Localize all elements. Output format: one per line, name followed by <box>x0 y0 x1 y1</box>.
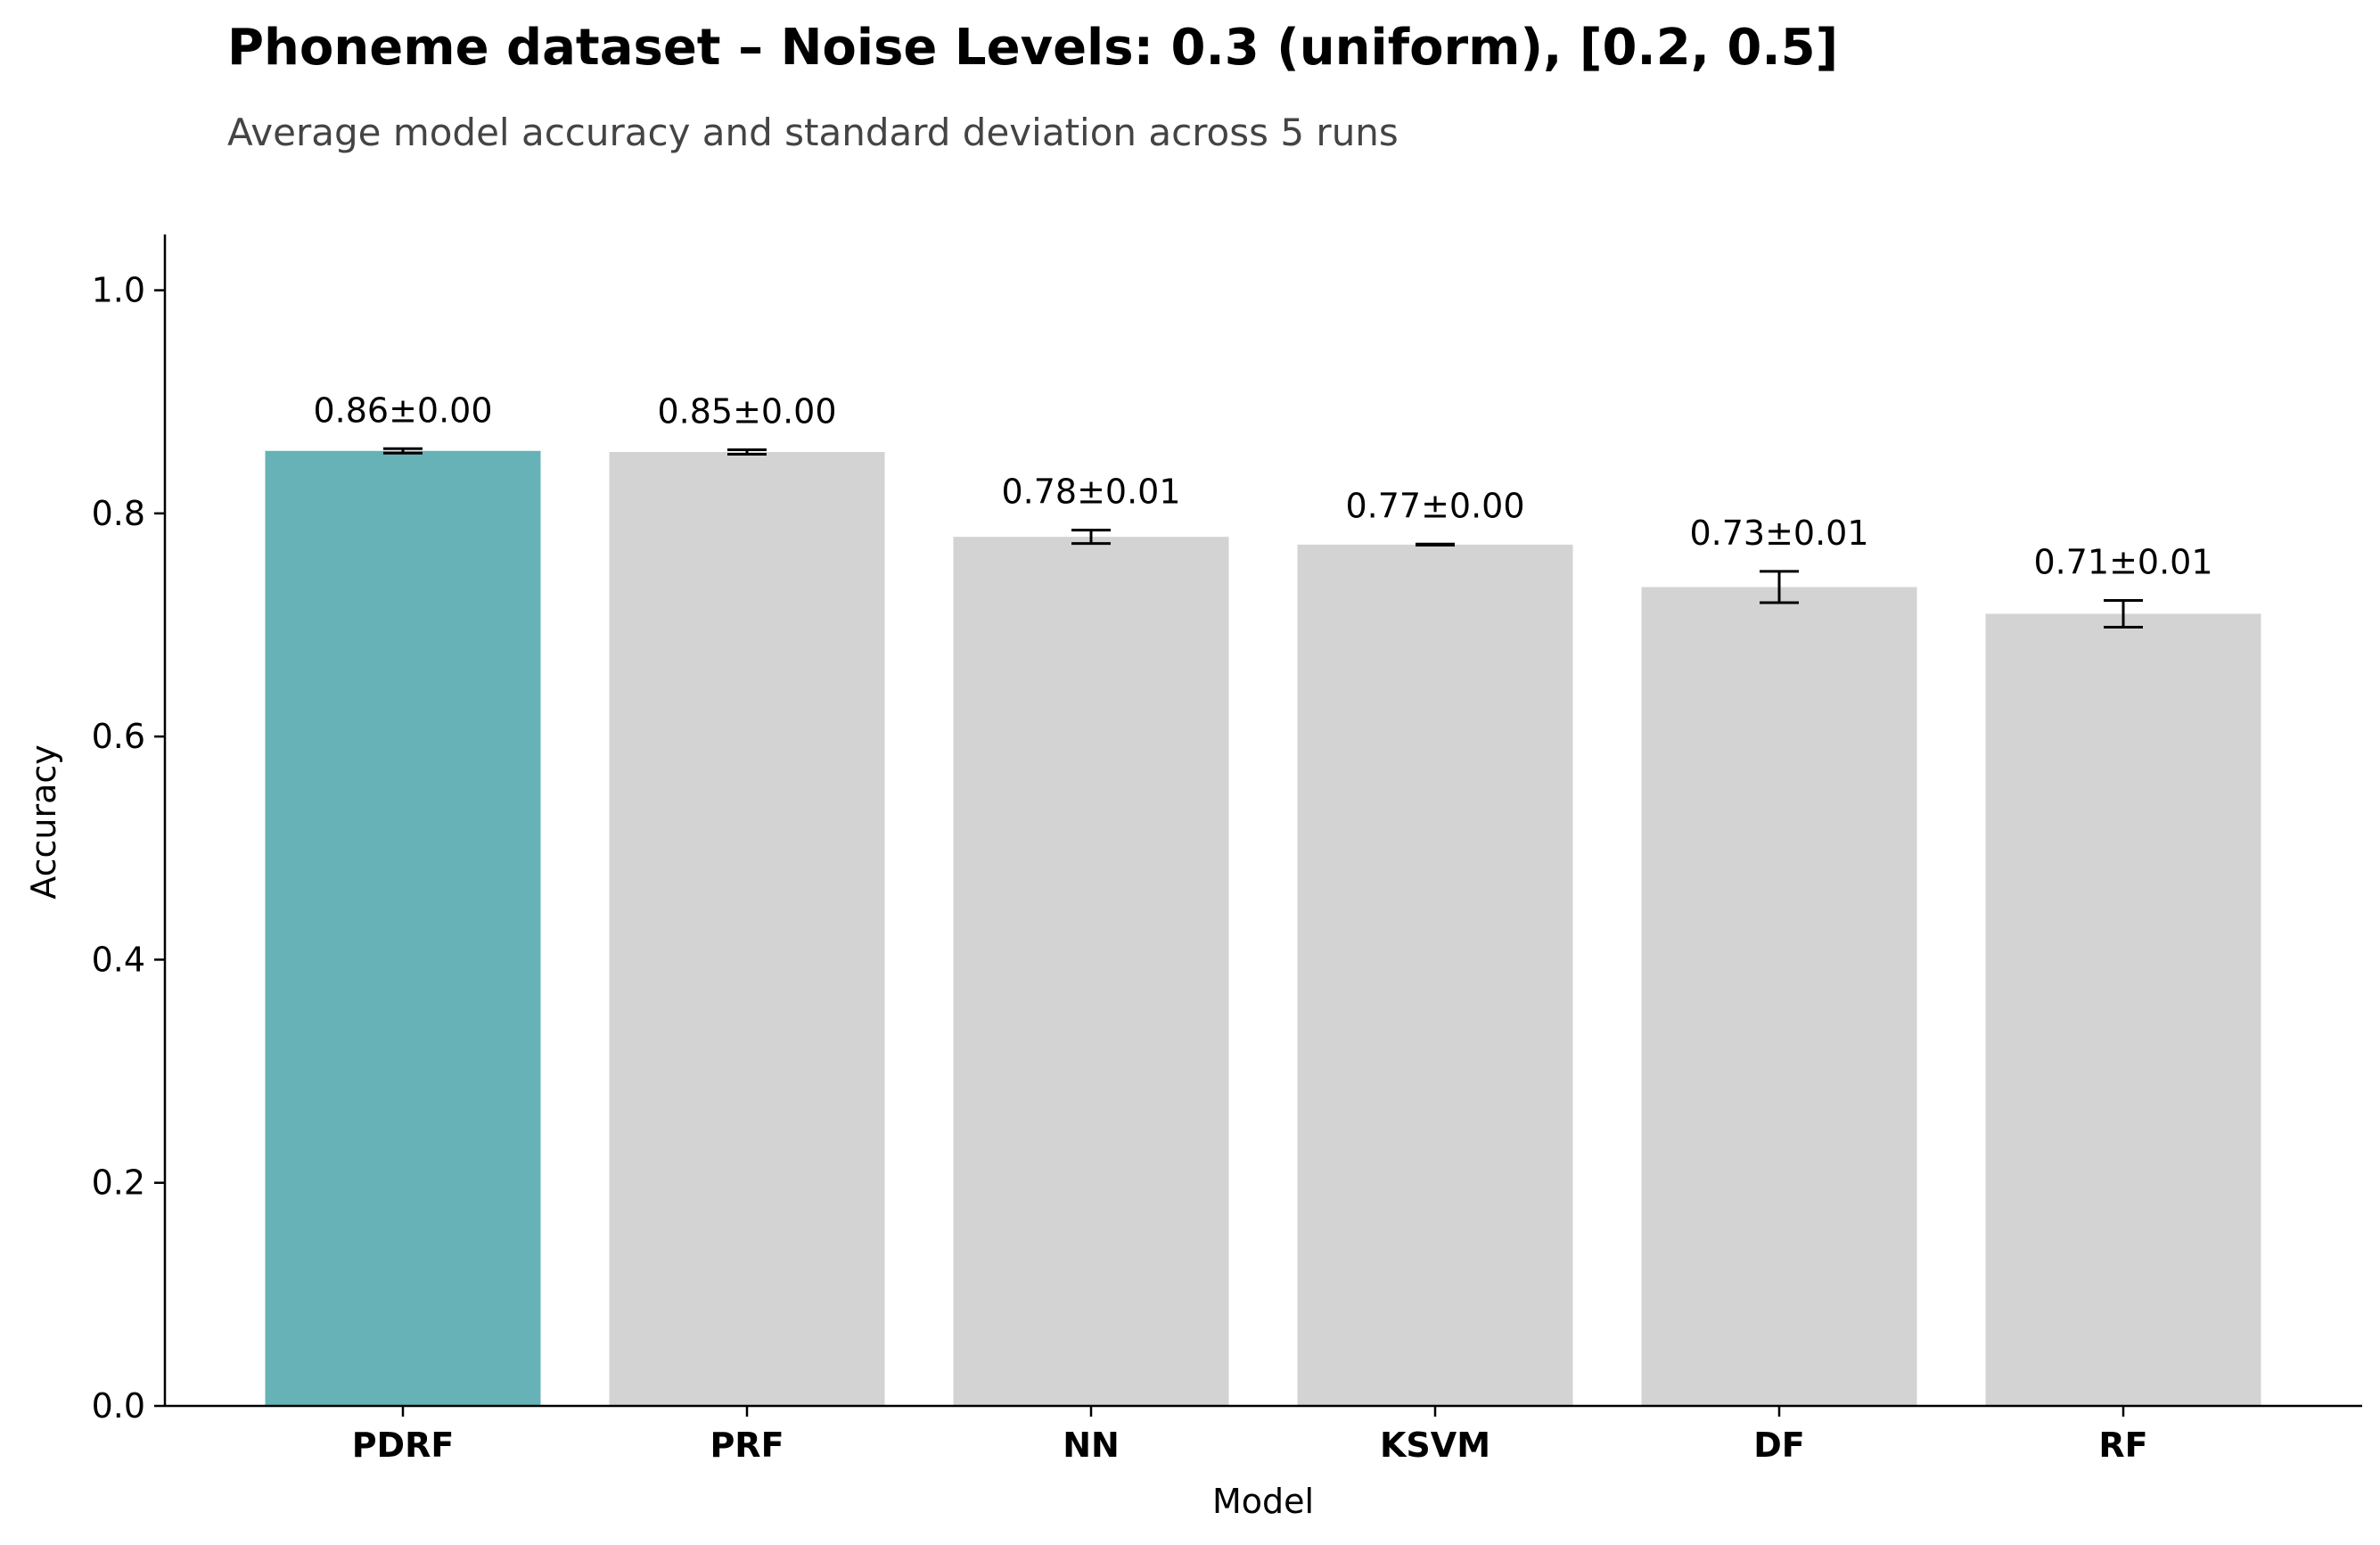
x-tick-label-df: DF <box>1753 1426 1805 1465</box>
x-tick-label-pdrf: PDRF <box>352 1426 455 1465</box>
y-tick-label: 0.6 <box>92 717 145 756</box>
data-label-ksvm: 0.77±0.00 <box>1345 486 1524 525</box>
y-axis-label: Accuracy <box>24 744 63 900</box>
y-tick-label: 0.4 <box>92 940 145 979</box>
errorbar-rf <box>2104 598 2143 629</box>
x-tick-label-nn: NN <box>1063 1426 1120 1465</box>
data-label-df: 0.73±0.01 <box>1689 514 1868 553</box>
y-tick-label: 0.2 <box>92 1163 145 1203</box>
errorbar-nn <box>1071 529 1111 546</box>
x-axis: PDRF PRF NN KSVM DF RF <box>165 1404 2362 1465</box>
bars-group <box>265 450 2261 1407</box>
x-tick-label-ksvm: KSVM <box>1380 1426 1490 1465</box>
data-label-pdrf: 0.86±0.00 <box>313 390 492 430</box>
x-tick-label-prf: PRF <box>710 1426 784 1465</box>
errorbar-df <box>1760 570 1799 604</box>
y-tick-label: 0.0 <box>92 1386 145 1426</box>
data-label-nn: 0.78±0.01 <box>1001 473 1180 512</box>
bar-prf <box>609 452 885 1406</box>
errorbar-prf <box>727 448 767 456</box>
bar-ksvm <box>1297 544 1573 1406</box>
bar-rf <box>1985 613 2261 1406</box>
errorbar-pdrf <box>383 447 423 455</box>
data-label-prf: 0.85±0.00 <box>657 392 836 431</box>
y-tick-label: 1.0 <box>92 271 145 310</box>
chart-subtitle: Average model accuracy and standard devi… <box>227 111 1399 154</box>
bar-df <box>1641 587 1917 1406</box>
errorbars-group <box>383 447 2143 629</box>
data-labels-group: 0.86±0.00 0.85±0.00 0.78±0.01 0.77±0.00 0.73… <box>313 390 2212 581</box>
y-tick-label: 0.8 <box>92 494 145 533</box>
y-axis: 0.0 0.2 0.4 0.6 0.8 1.0 <box>92 234 167 1426</box>
data-label-rf: 0.71±0.01 <box>2033 542 2212 581</box>
x-axis-label: Model <box>1212 1482 1314 1521</box>
bar-pdrf <box>265 450 541 1407</box>
x-tick-label-rf: RF <box>2098 1426 2147 1465</box>
bar-nn <box>953 537 1229 1406</box>
errorbar-ksvm <box>1416 542 1455 547</box>
chart-title: Phoneme dataset – Noise Levels: 0.3 (uni… <box>227 19 1838 77</box>
